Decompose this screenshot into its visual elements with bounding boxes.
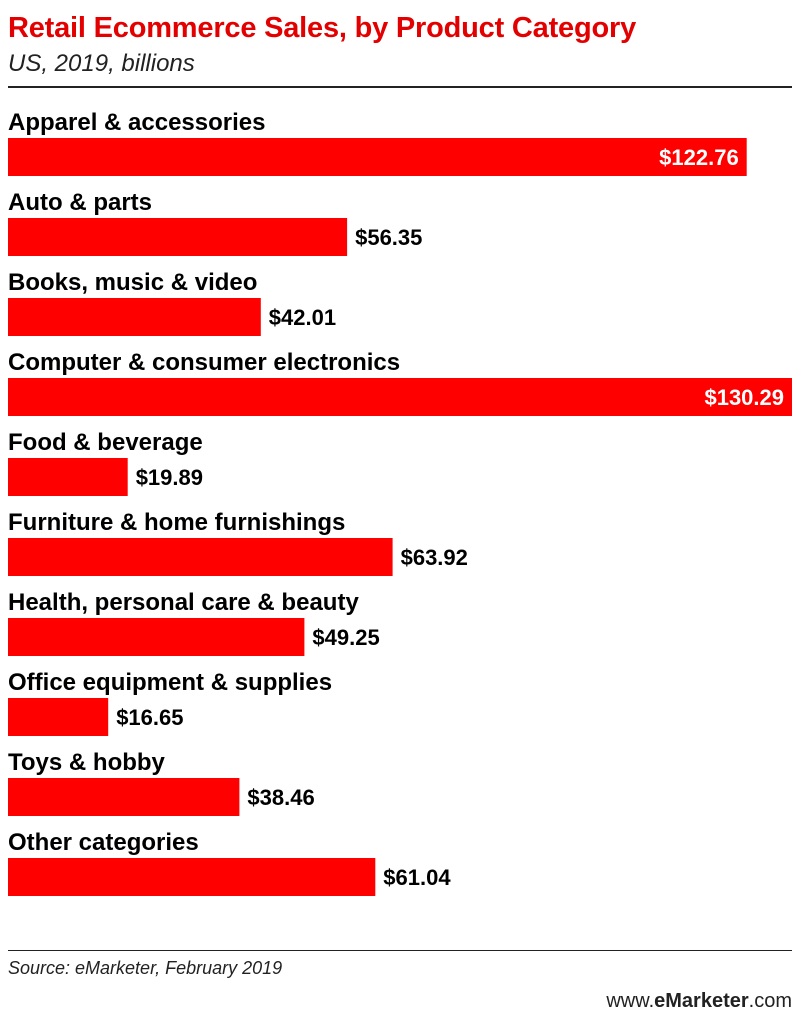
value-label: $49.25 <box>312 625 379 650</box>
bar <box>8 298 261 336</box>
category-label: Furniture & home furnishings <box>8 509 345 536</box>
value-label: $19.89 <box>136 465 203 490</box>
category-label: Other categories <box>8 829 199 856</box>
value-label: $56.35 <box>355 225 422 250</box>
brand-link[interactable]: www.eMarketer.com <box>606 990 792 1013</box>
value-label: $16.65 <box>116 705 183 730</box>
bar-row: Computer & consumer electronics $130.29 <box>8 349 792 416</box>
value-label: $61.04 <box>383 865 451 890</box>
bar-chart: Apparel & accessories $122.76 Auto & parts… <box>8 109 792 896</box>
brand-suffix: .com <box>748 990 792 1012</box>
bar-row: Books, music & video $42.01 <box>8 269 336 336</box>
bar-row: Other categories $61.04 <box>8 829 451 896</box>
brand-name: eMarketer <box>654 990 749 1012</box>
category-label: Computer & consumer electronics <box>8 349 400 376</box>
bar-row: Health, personal care & beauty $49.25 <box>8 589 380 656</box>
header-divider <box>8 86 792 88</box>
category-label: Toys & hobby <box>8 749 166 776</box>
bar <box>8 858 376 896</box>
value-label: $63.92 <box>401 545 468 570</box>
bar-row: Office equipment & supplies $16.65 <box>8 669 332 736</box>
value-label: $130.29 <box>704 385 784 410</box>
value-label: $122.76 <box>659 145 739 170</box>
bar <box>8 138 747 176</box>
source-note: Source: eMarketer, February 2019 <box>8 958 283 978</box>
bar <box>8 378 792 416</box>
category-label: Auto & parts <box>8 189 152 216</box>
footer-divider <box>8 950 792 951</box>
value-label: $42.01 <box>269 305 336 330</box>
chart-title: Retail Ecommerce Sales, by Product Categ… <box>8 12 637 44</box>
category-label: Apparel & accessories <box>8 109 265 136</box>
bar <box>8 218 348 256</box>
brand-prefix: www. <box>606 990 655 1012</box>
bar-row: Furniture & home furnishings $63.92 <box>8 509 468 576</box>
chart-subtitle: US, 2019, billions <box>8 50 195 77</box>
bar <box>8 778 240 816</box>
value-label: $38.46 <box>247 785 314 810</box>
category-label: Health, personal care & beauty <box>8 589 359 616</box>
bar-row: Apparel & accessories $122.76 <box>8 109 747 176</box>
bar <box>8 538 393 576</box>
category-label: Books, music & video <box>8 269 257 296</box>
bar <box>8 618 305 656</box>
bar <box>8 458 128 496</box>
category-label: Office equipment & supplies <box>8 669 332 696</box>
bar <box>8 698 109 736</box>
bar-row: Food & beverage $19.89 <box>8 429 203 496</box>
bar-row: Toys & hobby $38.46 <box>8 749 315 816</box>
category-label: Food & beverage <box>8 429 203 456</box>
bar-row: Auto & parts $56.35 <box>8 189 422 256</box>
